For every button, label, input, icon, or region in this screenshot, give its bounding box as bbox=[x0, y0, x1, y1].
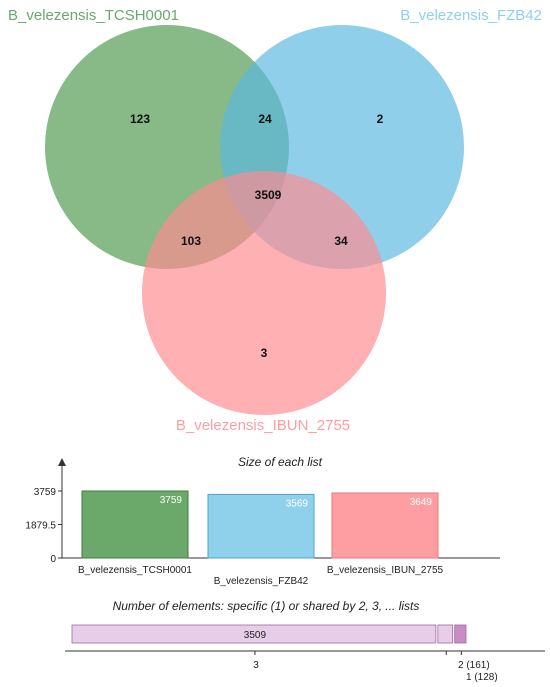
size-bar-category-label: B_velezensis_IBUN_2755 bbox=[327, 565, 444, 576]
set-label-ibun2755: B_velezensis_IBUN_2755 bbox=[176, 417, 350, 434]
size-chart-y-tick-label: 3759 bbox=[34, 487, 57, 498]
set-label-fzb42: B_velezensis_FZB42 bbox=[400, 7, 542, 24]
size-bar-value-label: 3649 bbox=[410, 497, 433, 508]
shared-bar-segment bbox=[71, 624, 437, 644]
venn-circles bbox=[45, 25, 464, 415]
y-axis-arrow-icon bbox=[58, 458, 66, 466]
shared-chart-axis-label: 2 (161) bbox=[458, 660, 490, 671]
shared-chart-title: Number of elements: specific (1) or shar… bbox=[113, 599, 420, 613]
size-chart-y-tick-label: 0 bbox=[50, 554, 56, 565]
size-bar bbox=[81, 490, 189, 559]
size-chart-bars: 3759 B_velezensis_TCSH0001 3569 B_velezensi… bbox=[78, 490, 444, 587]
shared-chart-bars: 3509 3 2 (161)1 (128) bbox=[65, 624, 545, 683]
venn-diagram: B_velezensis_TCSH0001 B_velezensis_FZB42… bbox=[8, 7, 542, 434]
shared-bar-value-label: 3509 bbox=[244, 630, 267, 641]
venn-region-count: 34 bbox=[334, 234, 348, 248]
venn-region-count: 103 bbox=[181, 234, 201, 248]
venn-region-count: 3 bbox=[261, 346, 268, 360]
size-bar-chart: Size of each list 0 1879.5 3759 3759 B_vele… bbox=[25, 455, 500, 587]
shared-elements-chart: Number of elements: specific (1) or shar… bbox=[65, 599, 545, 683]
size-bar bbox=[207, 493, 315, 559]
shared-bar-segment bbox=[454, 624, 467, 644]
venn-circle-ibun2755 bbox=[142, 171, 386, 415]
size-bar-value-label: 3569 bbox=[286, 498, 309, 509]
venn-region-count: 3509 bbox=[255, 188, 282, 202]
size-bar bbox=[331, 492, 439, 559]
shared-chart-axis-label: 3 bbox=[253, 660, 259, 671]
shared-chart-axis-label: 1 (128) bbox=[466, 672, 498, 683]
size-bar-category-label: B_velezensis_TCSH0001 bbox=[78, 565, 192, 576]
venn-region-counts: 123 2 3 24 103 34 3509 bbox=[130, 112, 384, 360]
set-label-tcsh0001: B_velezensis_TCSH0001 bbox=[8, 7, 179, 24]
shared-bar-segment bbox=[437, 624, 454, 644]
size-chart-y-tick-label: 1879.5 bbox=[25, 521, 56, 532]
size-bar-category-label: B_velezensis_FZB42 bbox=[214, 576, 309, 587]
venn-region-count: 24 bbox=[258, 112, 272, 126]
venn-region-count: 123 bbox=[130, 112, 150, 126]
venn-region-count: 2 bbox=[377, 112, 384, 126]
size-bar-value-label: 3759 bbox=[160, 495, 183, 506]
size-chart-title: Size of each list bbox=[238, 455, 323, 469]
